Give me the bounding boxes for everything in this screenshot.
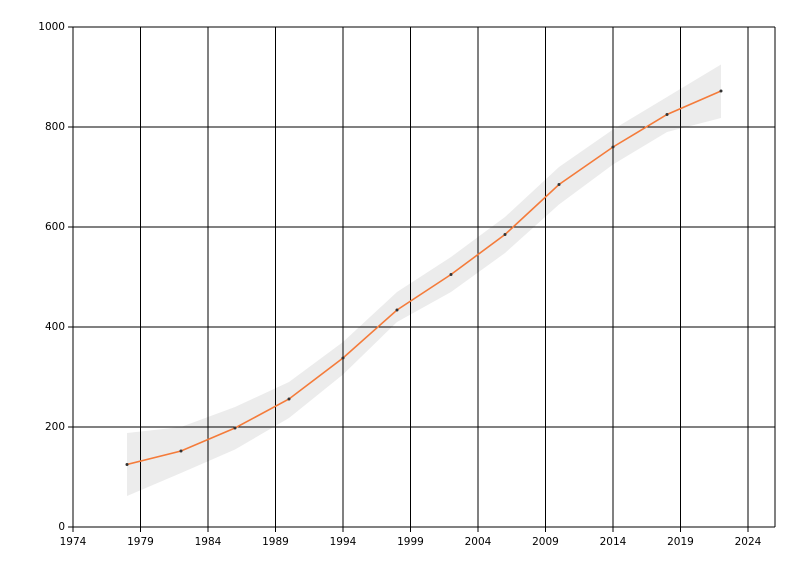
x-tick-label: 2014 — [600, 536, 627, 548]
data-point — [557, 183, 561, 186]
data-point — [341, 356, 345, 360]
x-tick-label: 1999 — [397, 536, 424, 548]
data-point — [665, 113, 669, 116]
data-point — [449, 273, 453, 276]
y-tick-label: 200 — [45, 421, 65, 433]
x-tick-label: 2004 — [465, 536, 492, 548]
data-point — [125, 463, 129, 466]
x-tick-label: 1979 — [127, 536, 154, 548]
data-point — [719, 89, 723, 93]
x-tick-label: 1994 — [330, 536, 357, 548]
x-tick-label: 2024 — [735, 536, 762, 548]
y-tick-label: 600 — [45, 221, 65, 233]
x-tick-label: 2019 — [667, 536, 694, 548]
data-point — [179, 449, 183, 453]
confidence-band — [127, 64, 721, 496]
x-tick-label: 1984 — [195, 536, 222, 548]
data-point — [611, 145, 615, 149]
data-point — [503, 233, 507, 236]
data-point — [287, 397, 291, 401]
y-tick-label: 0 — [58, 521, 65, 533]
x-tick-label: 1974 — [60, 536, 87, 548]
data-point — [395, 308, 399, 312]
y-tick-label: 1000 — [38, 21, 65, 33]
x-tick-label: 1989 — [262, 536, 289, 548]
series-line — [126, 90, 722, 466]
y-tick-label: 400 — [45, 321, 65, 333]
data-point — [233, 426, 237, 430]
x-tick-label: 2009 — [532, 536, 559, 548]
y-tick-label: 800 — [45, 121, 65, 133]
